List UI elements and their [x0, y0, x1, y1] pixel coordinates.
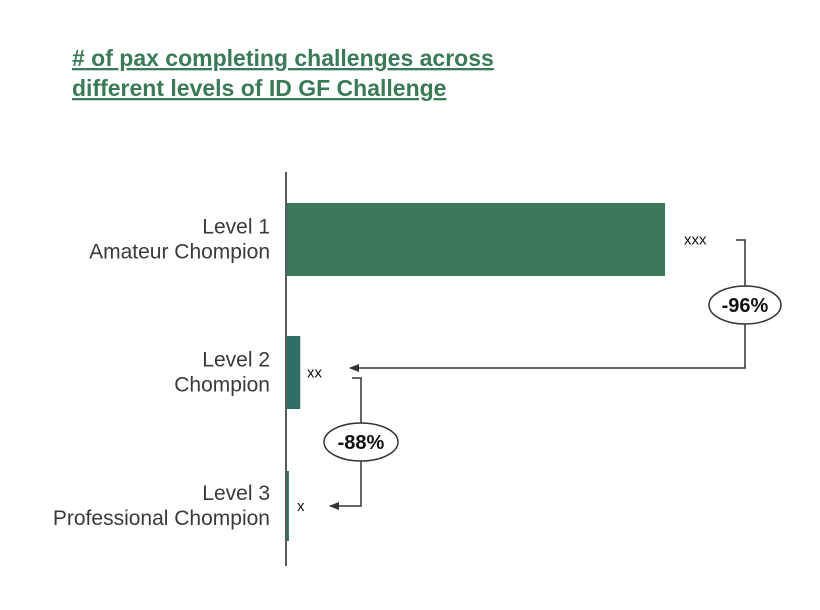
annotations: -96% -88%	[323, 239, 782, 510]
category-label-line: Level 1	[202, 216, 270, 239]
category-label-line: Level 3	[202, 482, 270, 505]
change-label: -96%	[722, 295, 769, 317]
category-label: Level 3 Professional Chompion	[53, 482, 270, 530]
change-badge	[708, 285, 782, 325]
category-label-line: Amateur Chompion	[89, 241, 270, 264]
value-label: xxx	[684, 232, 707, 249]
bar	[287, 336, 301, 409]
bars	[287, 203, 665, 541]
chart-title-line-1: # of pax completing challenges across	[72, 45, 494, 71]
change-label: -88%	[338, 432, 385, 454]
value-label: x	[297, 498, 305, 515]
category-label: Level 2 Chompion	[174, 349, 270, 397]
bar	[287, 203, 665, 276]
chart-title-line-2: different levels of ID GF Challenge	[72, 75, 446, 101]
value-label: xx	[307, 365, 323, 382]
category-label-line: Professional Chompion	[53, 507, 270, 530]
category-label: Level 1 Amateur Chompion	[89, 216, 270, 264]
bar	[287, 471, 289, 541]
chart-title: # of pax completing challenges across di…	[72, 45, 494, 101]
change-badge	[323, 422, 399, 462]
category-label-line: Chompion	[174, 374, 270, 397]
category-label-line: Level 2	[202, 349, 270, 372]
